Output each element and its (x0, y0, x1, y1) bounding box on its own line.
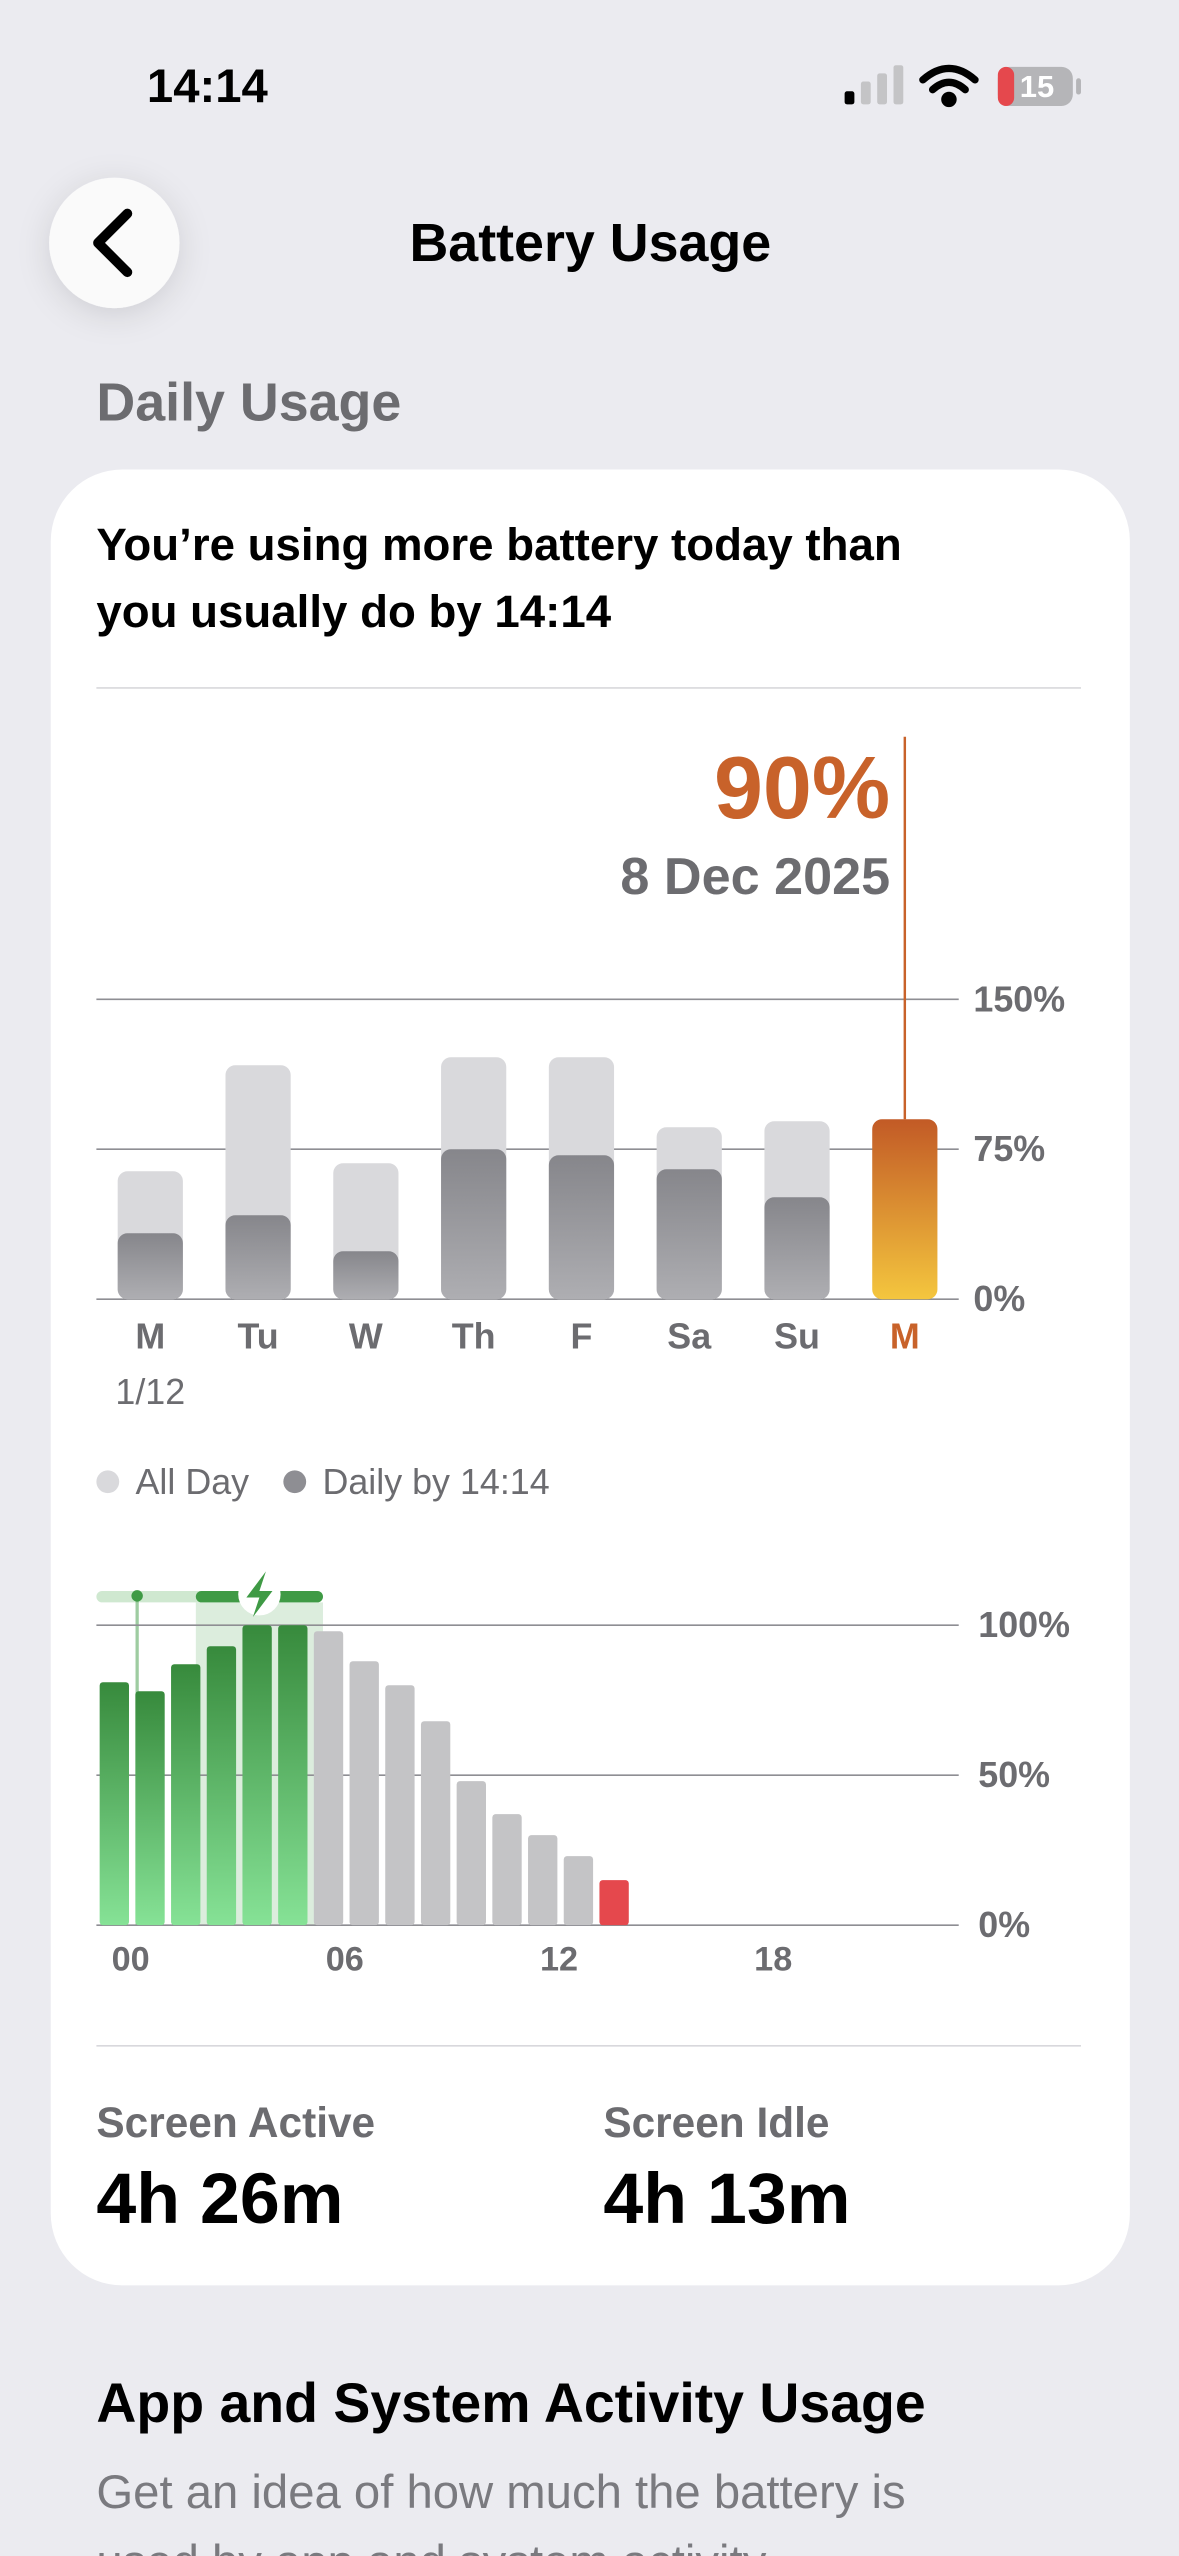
wifi-icon (919, 64, 979, 108)
bar (563, 1856, 594, 1926)
bar (117, 1233, 183, 1300)
bar (206, 1646, 237, 1926)
legend-label: All Day (136, 1462, 250, 1502)
x-tick-label: Sa (667, 1317, 712, 1357)
x-tick-label: Th (452, 1317, 496, 1357)
x-tick-label: W (349, 1317, 383, 1357)
y-tick-label: 100% (978, 1605, 1070, 1645)
legend-label: Daily by 14:14 (322, 1462, 549, 1502)
clock: 14:14 (147, 60, 269, 113)
y-tick-label: 150% (973, 979, 1065, 1019)
x-tick-label: 18 (754, 1940, 792, 1978)
bar (225, 1215, 291, 1300)
bar (528, 1835, 558, 1926)
stat-value: 4h 13m (603, 2159, 850, 2239)
bar (656, 1169, 722, 1300)
bar (599, 1880, 629, 1926)
y-tick-label: 0% (978, 1905, 1030, 1945)
signal-icon (844, 65, 904, 105)
x-tick-label: 12 (540, 1940, 578, 1978)
x-tick-label: 00 (112, 1940, 150, 1978)
bar (492, 1814, 522, 1926)
legend-swatch (283, 1470, 307, 1494)
bar (99, 1682, 129, 1926)
bar (349, 1661, 379, 1926)
selected-value: 90% (714, 738, 890, 837)
bar (872, 1119, 938, 1300)
stat-value: 4h 26m (96, 2159, 343, 2239)
activity-text: Get an idea of how much the battery is (96, 2466, 905, 2519)
y-tick-label: 75% (973, 1129, 1045, 1169)
y-tick-label: 0% (973, 1279, 1025, 1319)
legend-swatch (96, 1470, 120, 1494)
bar (456, 1781, 486, 1926)
x-tick-label: Tu (238, 1317, 279, 1357)
back-button[interactable] (49, 177, 180, 309)
bar (313, 1631, 344, 1926)
x-tick-label: 06 (326, 1940, 364, 1978)
stat-label: Screen Idle (603, 2099, 829, 2146)
bar (764, 1197, 830, 1300)
stat-label: Screen Active (96, 2099, 375, 2146)
bar (242, 1625, 272, 1926)
bar (548, 1155, 615, 1300)
activity-text: used by app and system activity (96, 2536, 766, 2556)
bar (441, 1149, 507, 1300)
x-date-label: 1/12 (115, 1372, 185, 1412)
x-tick-label: M (890, 1317, 920, 1357)
bar (385, 1685, 415, 1926)
bar (135, 1691, 165, 1926)
bar (278, 1625, 308, 1926)
bar (420, 1721, 451, 1926)
battery-icon: 15 (997, 66, 1081, 106)
message: you usually do by 14:14 (96, 586, 611, 637)
message: You’re using more battery today than (96, 519, 901, 570)
y-tick-label: 50% (978, 1755, 1050, 1795)
selected-date: 8 Dec 2025 (620, 848, 890, 906)
card (50, 469, 1130, 2286)
section-title: Daily Usage (96, 373, 401, 433)
x-tick-label: F (570, 1317, 592, 1357)
bar (333, 1251, 399, 1300)
page-title: Battery Usage (409, 213, 771, 273)
battery-level: 15 (1020, 69, 1054, 104)
activity-title: App and System Activity Usage (96, 2372, 925, 2434)
bar (171, 1664, 201, 1926)
x-tick-label: Su (774, 1317, 820, 1357)
x-tick-label: M (135, 1317, 165, 1357)
